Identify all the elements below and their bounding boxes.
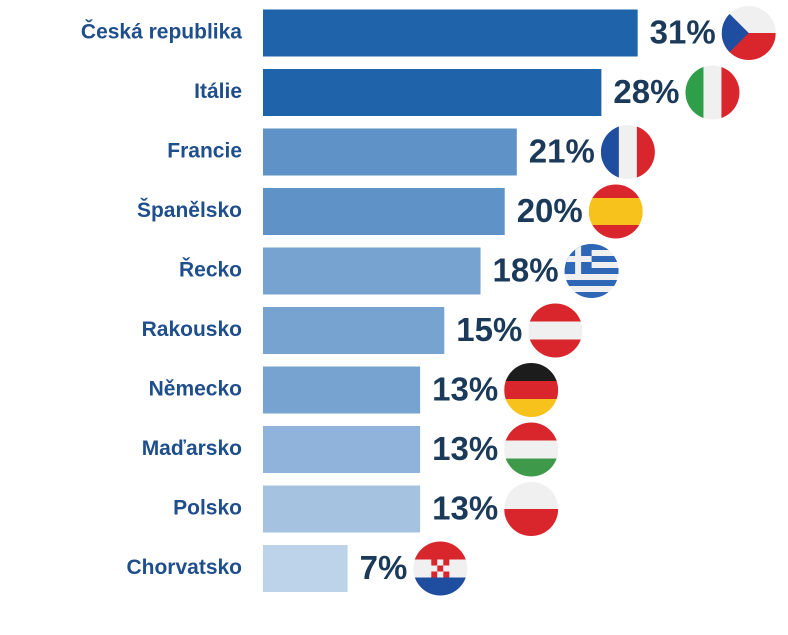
flag-stripe	[528, 339, 583, 358]
category-label: Řecko	[179, 258, 242, 282]
flag-triangle	[721, 6, 749, 60]
flag-stripe	[504, 440, 559, 459]
value-label: 21%	[529, 133, 595, 170]
flag-stripe	[504, 363, 559, 382]
flag-stripe	[564, 292, 619, 298]
bar	[263, 188, 505, 235]
flag-stripe	[413, 577, 468, 596]
value-label: 15%	[456, 311, 522, 348]
category-label: Francie	[167, 140, 242, 163]
flag-stripe	[685, 65, 704, 120]
value-label: 7%	[360, 549, 408, 586]
flag	[721, 6, 776, 60]
flag-stripe	[413, 541, 468, 560]
flag	[685, 65, 740, 120]
flag-stripe	[618, 125, 638, 179]
flag-stripe	[600, 125, 620, 179]
flag-check	[431, 565, 438, 572]
value-label: 13%	[432, 371, 498, 408]
flag-stripe	[588, 225, 643, 239]
bar	[263, 9, 638, 57]
flag-stripe	[528, 303, 583, 322]
flag-check	[431, 559, 438, 566]
flag	[600, 125, 655, 179]
flag-stripe	[504, 399, 559, 417]
category-label: Španělsko	[137, 198, 242, 222]
flag-check	[437, 571, 444, 578]
flag-check	[431, 571, 438, 578]
bar	[263, 69, 602, 116]
flag-stripe	[721, 65, 740, 120]
flag-check	[437, 565, 444, 572]
flag	[504, 422, 559, 477]
flag-stripe	[588, 198, 643, 226]
flag-check	[443, 559, 450, 566]
flag	[564, 244, 619, 298]
value-label: 13%	[432, 430, 498, 467]
flag-stripe	[528, 321, 583, 340]
category-label: Itálie	[194, 80, 242, 103]
flag-check	[437, 559, 444, 566]
value-label: 20%	[517, 192, 583, 229]
flag-stripe	[504, 509, 559, 536]
category-label: Česká republika	[81, 20, 242, 44]
flag-stripe	[504, 458, 559, 477]
category-label: Polsko	[173, 497, 242, 520]
bar	[263, 247, 481, 295]
flag-stripe	[564, 274, 619, 281]
flag	[588, 184, 643, 239]
flag-check	[443, 571, 450, 578]
bar	[263, 426, 421, 473]
bar	[263, 128, 517, 176]
flag-stripe	[636, 125, 655, 179]
value-label: 18%	[493, 252, 559, 289]
value-label: 28%	[613, 73, 679, 110]
flag-stripe	[588, 184, 643, 199]
flag	[504, 482, 559, 536]
bar	[263, 366, 421, 414]
flag	[504, 363, 559, 417]
bar	[263, 307, 445, 354]
flag	[413, 541, 468, 596]
category-label: Maďarsko	[142, 437, 242, 460]
flag-stripe	[504, 422, 559, 441]
bar	[263, 545, 348, 592]
flag-check	[443, 565, 450, 572]
flag-stripe	[504, 381, 559, 400]
value-label: 13%	[432, 490, 498, 527]
flag-stripe	[504, 482, 559, 510]
flag-stripe	[564, 286, 619, 293]
flag-stripe	[564, 280, 619, 287]
value-label: 31%	[650, 14, 716, 51]
flag-stripe	[703, 65, 722, 120]
flag-cross	[575, 244, 582, 274]
bar	[263, 485, 421, 533]
flag	[528, 303, 583, 358]
category-label: Chorvatsko	[126, 556, 242, 579]
category-label: Rakousko	[142, 318, 242, 341]
category-label: Německo	[149, 378, 242, 401]
